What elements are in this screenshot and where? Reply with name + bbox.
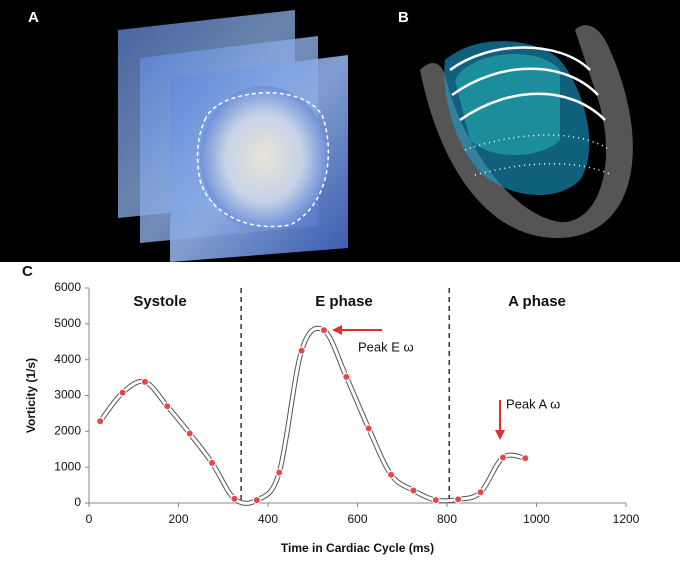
- panel-label: B: [398, 9, 409, 26]
- panel-a-image: [118, 10, 348, 262]
- marker: [387, 470, 396, 479]
- marker: [476, 488, 485, 497]
- marker: [454, 495, 463, 504]
- line: [98, 326, 526, 505]
- marker: [185, 429, 194, 438]
- panel-label: A: [28, 9, 39, 26]
- marker: [297, 346, 306, 355]
- y-tick-label: 0: [74, 495, 81, 509]
- marker: [208, 458, 217, 467]
- y-tick-label: 2000: [54, 424, 81, 438]
- marker: [521, 454, 530, 463]
- annotation: Peak E ω: [358, 339, 414, 354]
- marker: [364, 424, 373, 433]
- y-tick-label: 6000: [54, 280, 81, 294]
- y-axis-title: Vorticity (1/s): [24, 358, 38, 433]
- line-outline: [98, 325, 526, 506]
- annotation-arrowhead: [332, 325, 342, 335]
- marker: [118, 388, 127, 397]
- x-tick-label: 1000: [523, 512, 550, 526]
- marker: [409, 486, 418, 495]
- marker: [230, 494, 239, 503]
- panel-b-image: [420, 25, 633, 239]
- x-axis-title: Time in Cardiac Cycle (ms): [281, 541, 434, 555]
- marker: [252, 496, 261, 505]
- phase-label: A phase: [508, 293, 566, 310]
- annotation: Peak A ω: [506, 396, 560, 411]
- marker: [163, 402, 172, 411]
- marker: [140, 377, 149, 386]
- marker: [342, 372, 351, 381]
- x-tick-label: 600: [347, 512, 367, 526]
- y-tick-label: 5000: [54, 316, 81, 330]
- annotation-arrowhead: [495, 430, 505, 440]
- x-tick-label: 200: [168, 512, 188, 526]
- marker: [275, 468, 284, 477]
- phase-label: E phase: [315, 293, 373, 310]
- phase-label: Systole: [133, 293, 186, 310]
- x-tick-label: 800: [437, 512, 457, 526]
- x-tick-label: 400: [258, 512, 278, 526]
- y-tick-label: 1000: [54, 459, 81, 473]
- x-tick-label: 0: [86, 512, 93, 526]
- marker: [96, 417, 105, 426]
- y-tick-label: 3000: [54, 388, 81, 402]
- marker: [431, 496, 440, 505]
- x-tick-label: 1200: [613, 512, 640, 526]
- marker: [319, 326, 328, 335]
- y-tick-label: 4000: [54, 352, 81, 366]
- marker: [498, 453, 507, 462]
- panel-label: C: [22, 263, 33, 280]
